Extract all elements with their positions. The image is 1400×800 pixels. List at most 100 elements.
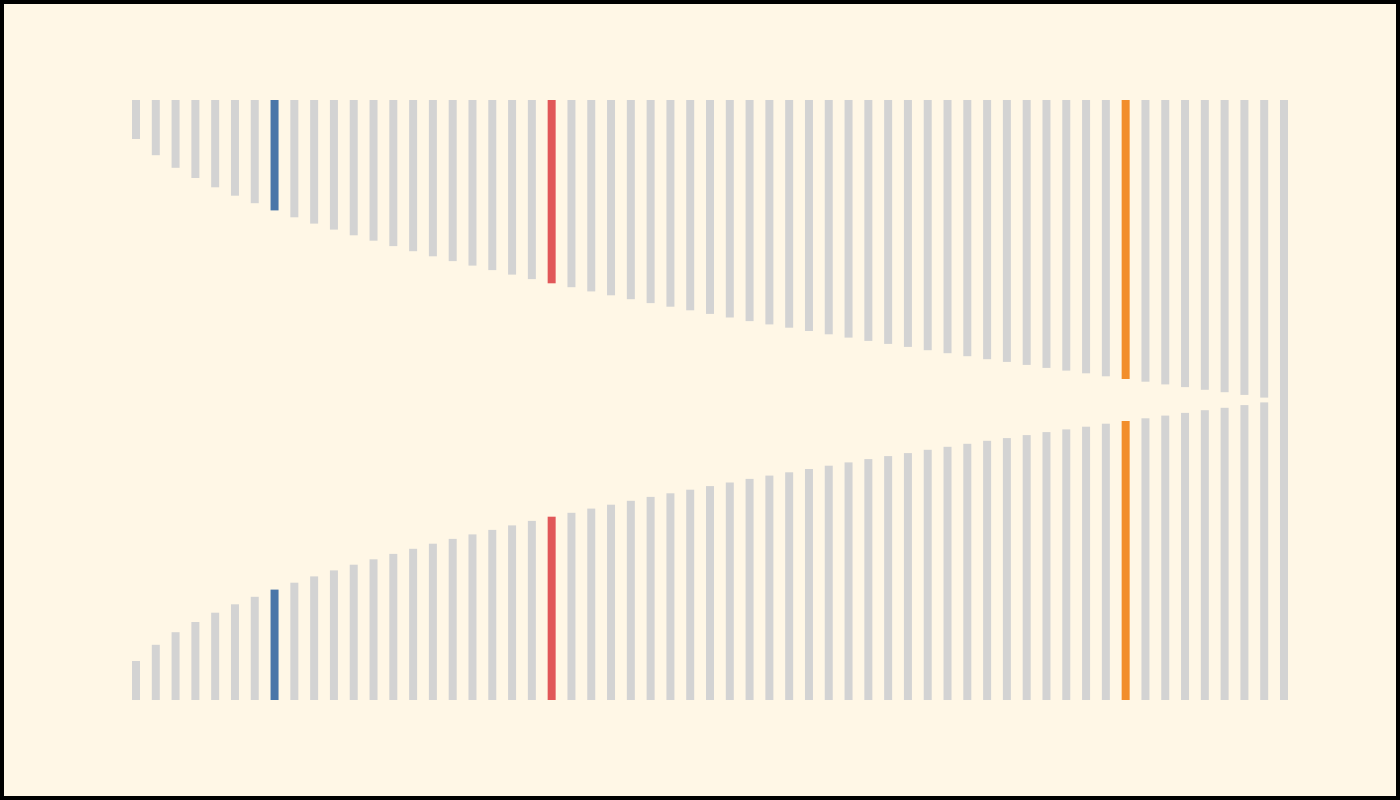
- bar-bottom: [230, 604, 239, 700]
- bar-top: [329, 100, 338, 230]
- bar-top: [1062, 100, 1071, 371]
- bar-top: [943, 100, 952, 354]
- bar-bottom: [1260, 402, 1269, 700]
- bar-bottom: [349, 564, 358, 700]
- bar-top: [409, 100, 418, 252]
- bar-top: [270, 100, 279, 211]
- bar-top: [132, 100, 140, 139]
- bar-top: [864, 100, 873, 341]
- bar-top: [230, 100, 239, 196]
- bar-bottom: [547, 516, 556, 700]
- bar-top: [488, 100, 497, 271]
- bar-top: [626, 100, 635, 300]
- bar-bottom: [508, 525, 517, 700]
- bar-top: [903, 100, 912, 347]
- bar-bottom: [1022, 435, 1031, 700]
- bar-bottom: [1181, 412, 1190, 700]
- bar-top: [824, 100, 833, 335]
- bar-top: [1161, 100, 1170, 385]
- bar-top: [983, 100, 992, 360]
- bar-top: [1181, 100, 1190, 388]
- bar-bottom: [903, 453, 912, 700]
- bar-top: [725, 100, 734, 318]
- bar-top: [448, 100, 457, 262]
- bar-top: [171, 100, 180, 168]
- bar-bottom: [884, 456, 893, 700]
- bar-top: [508, 100, 517, 275]
- bar-bottom: [607, 504, 616, 700]
- bar-top: [884, 100, 893, 344]
- bar-bottom: [1101, 423, 1110, 700]
- bar-top: [547, 100, 556, 284]
- bar-bottom: [448, 538, 457, 700]
- bar-top: [666, 100, 675, 307]
- bar-bottom: [310, 576, 319, 700]
- bar-bottom: [1141, 418, 1150, 700]
- bar-bottom: [923, 449, 932, 700]
- bar-top: [428, 100, 437, 257]
- bar-bottom: [666, 493, 675, 700]
- bar-bottom: [864, 459, 873, 700]
- bar-top: [804, 100, 813, 331]
- bar-bottom: [1002, 438, 1011, 700]
- bar-bottom: [1062, 429, 1071, 700]
- bar-top: [527, 100, 536, 280]
- bar-bottom: [765, 475, 774, 700]
- bar-top: [1200, 100, 1209, 390]
- bar-bottom: [706, 486, 714, 700]
- bar-top: [151, 100, 160, 156]
- bar-top: [211, 100, 220, 188]
- bar-bottom: [270, 589, 279, 700]
- bar-bottom: [725, 482, 734, 700]
- bar-bottom: [646, 496, 655, 700]
- bar-top: [686, 100, 695, 311]
- bar-bottom: [171, 632, 180, 700]
- bar-bottom: [211, 612, 220, 700]
- bar-top: [191, 100, 200, 178]
- bar-top: [567, 100, 576, 288]
- bar-top: [389, 100, 398, 247]
- bar-bottom: [1042, 432, 1051, 700]
- bar-bottom: [409, 548, 418, 700]
- bar-bottom: [943, 446, 952, 700]
- bar-top: [1121, 100, 1130, 379]
- bar-bottom: [369, 559, 378, 700]
- bar-top: [706, 100, 714, 314]
- bar-top: [844, 100, 853, 338]
- bar-top: [1141, 100, 1150, 382]
- bar-top: [250, 100, 259, 204]
- bar-bottom: [567, 512, 576, 700]
- bar-bottom: [1161, 415, 1170, 700]
- bar-bottom: [527, 520, 536, 700]
- bar-bottom: [844, 462, 853, 700]
- bar-top: [1002, 100, 1011, 362]
- bar-top: [310, 100, 319, 224]
- bar-bottom: [468, 534, 477, 700]
- bar-bottom: [191, 622, 200, 700]
- bar-bottom: [1240, 405, 1249, 700]
- bar-top: [1220, 100, 1229, 393]
- bar-top: [468, 100, 477, 266]
- bar-bottom: [428, 543, 437, 700]
- bar-bottom: [132, 661, 140, 700]
- bar-bottom: [745, 478, 754, 700]
- bar-top: [765, 100, 774, 325]
- bar-bottom: [824, 465, 833, 700]
- bar-bottom: [686, 489, 695, 700]
- bar-top: [587, 100, 596, 292]
- bar-bottom: [1220, 407, 1229, 700]
- bar-bottom: [1200, 410, 1209, 700]
- bar-top: [1082, 100, 1091, 374]
- bar-bottom: [290, 582, 299, 700]
- bar-bottom: [785, 472, 794, 700]
- bar-bottom: [1082, 426, 1091, 700]
- bar-top: [290, 100, 299, 218]
- bar-top: [1260, 100, 1269, 398]
- bar-bottom: [1121, 421, 1130, 700]
- bar-bottom: [587, 508, 596, 700]
- bar-top: [369, 100, 378, 241]
- bar-top: [745, 100, 754, 322]
- bar-top: [1022, 100, 1031, 365]
- bar-top: [646, 100, 655, 304]
